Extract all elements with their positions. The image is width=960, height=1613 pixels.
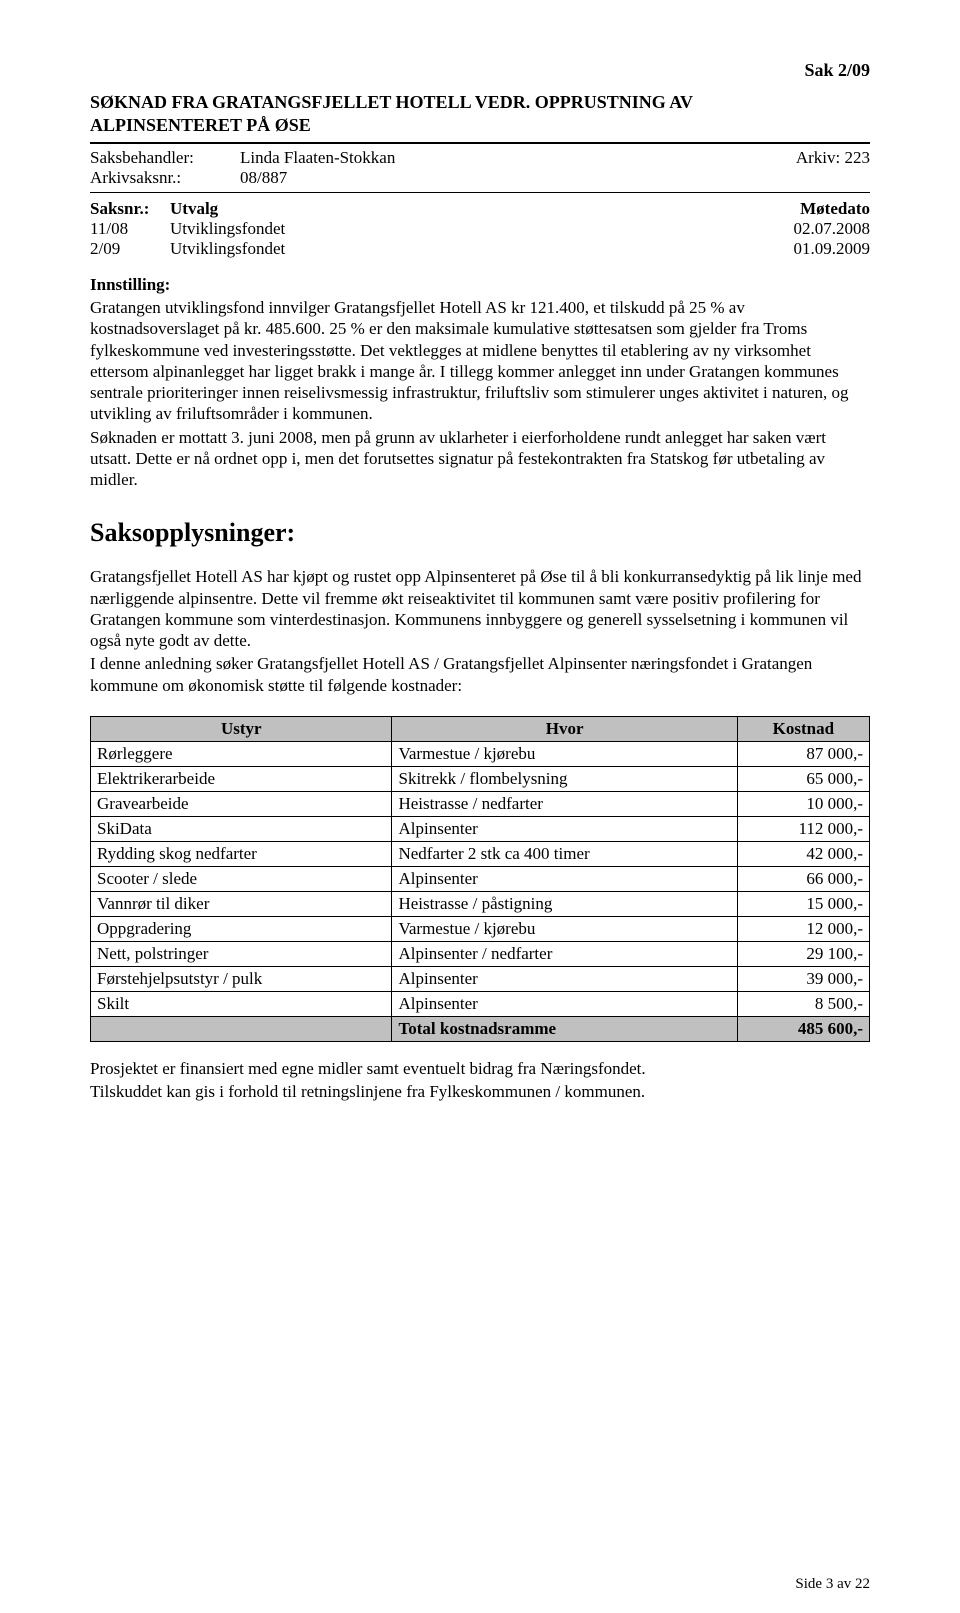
table-row: Oppgradering Varmestue / kjørebu 12 000,…: [91, 916, 870, 941]
cost-cell-where: Heistrasse / nedfarter: [392, 791, 737, 816]
arkivsaksnr-label: Arkivsaksnr.:: [90, 168, 240, 188]
utvalg-cell: Utviklingsfondet: [170, 239, 740, 259]
table-row: Rydding skog nedfarter Nedfarter 2 stk c…: [91, 841, 870, 866]
utvalg-cell: 01.09.2009: [740, 239, 870, 259]
utvalg-header-utvalg: Utvalg: [170, 199, 740, 219]
cost-cell-where: Varmestue / kjørebu: [392, 741, 737, 766]
table-row: Førstehjelpsutstyr / pulk Alpinsenter 39…: [91, 966, 870, 991]
table-row: Nett, polstringer Alpinsenter / nedfarte…: [91, 941, 870, 966]
utvalg-header-saksnr: Saksnr.:: [90, 199, 170, 219]
cost-cell-cost: 42 000,-: [737, 841, 869, 866]
innstilling-label: Innstilling:: [90, 275, 870, 295]
utvalg-block: Saksnr.: Utvalg Møtedato 11/08 Utvikling…: [90, 199, 870, 259]
table-row: Rørleggere Varmestue / kjørebu 87 000,-: [91, 741, 870, 766]
table-row: Scooter / slede Alpinsenter 66 000,-: [91, 866, 870, 891]
utvalg-header-dato: Møtedato: [740, 199, 870, 219]
cost-cell-item: Oppgradering: [91, 916, 392, 941]
cost-cell-item: Elektrikerarbeide: [91, 766, 392, 791]
cost-cell-cost: 8 500,-: [737, 991, 869, 1016]
cost-cell-cost: 65 000,-: [737, 766, 869, 791]
cost-total-empty: [91, 1016, 392, 1041]
meta-row-saksbehandler: Saksbehandler: Linda Flaaten-Stokkan Ark…: [90, 148, 870, 168]
utvalg-cell: Utviklingsfondet: [170, 219, 740, 239]
cost-cell-item: Gravearbeide: [91, 791, 392, 816]
cost-cell-where: Heistrasse / påstigning: [392, 891, 737, 916]
cost-cell-item: Nett, polstringer: [91, 941, 392, 966]
cost-cell-where: Varmestue / kjørebu: [392, 916, 737, 941]
cost-cell-item: Rørleggere: [91, 741, 392, 766]
cost-cell-item: Vannrør til diker: [91, 891, 392, 916]
arkiv-label: Arkiv: 223: [796, 148, 870, 168]
table-row: Vannrør til diker Heistrasse / påstignin…: [91, 891, 870, 916]
page-footer: Side 3 av 22: [795, 1576, 870, 1593]
table-row: SkiData Alpinsenter 112 000,-: [91, 816, 870, 841]
saksopplysninger-heading: Saksopplysninger:: [90, 518, 870, 548]
cost-cell-cost: 66 000,-: [737, 866, 869, 891]
meta-row-arkivsaksnr: Arkivsaksnr.: 08/887: [90, 168, 870, 188]
table-row: Gravearbeide Heistrasse / nedfarter 10 0…: [91, 791, 870, 816]
closing-paragraph: Prosjektet er finansiert med egne midler…: [90, 1058, 870, 1079]
utvalg-cell: 2/09: [90, 239, 170, 259]
closing-body: Prosjektet er finansiert med egne midler…: [90, 1058, 870, 1103]
separator-top: [90, 142, 870, 144]
innstilling-paragraph: Gratangen utviklingsfond innvilger Grata…: [90, 297, 870, 425]
table-row: Elektrikerarbeide Skitrekk / flombelysni…: [91, 766, 870, 791]
cost-header-cost: Kostnad: [737, 716, 869, 741]
cost-table-header-row: Ustyr Hvor Kostnad: [91, 716, 870, 741]
saksopplysninger-paragraph: I denne anledning søker Gratangsfjellet …: [90, 653, 870, 696]
cost-total-label: Total kostnadsramme: [392, 1016, 737, 1041]
innstilling-paragraph: Søknaden er mottatt 3. juni 2008, men på…: [90, 427, 870, 491]
cost-total-row: Total kostnadsramme 485 600,-: [91, 1016, 870, 1041]
cost-cell-cost: 87 000,-: [737, 741, 869, 766]
utvalg-row: 2/09 Utviklingsfondet 01.09.2009: [90, 239, 870, 259]
cost-cell-cost: 29 100,-: [737, 941, 869, 966]
innstilling-body: Gratangen utviklingsfond innvilger Grata…: [90, 297, 870, 490]
cost-cell-cost: 10 000,-: [737, 791, 869, 816]
cost-cell-where: Alpinsenter: [392, 866, 737, 891]
cost-cell-where: Alpinsenter / nedfarter: [392, 941, 737, 966]
cost-cell-cost: 112 000,-: [737, 816, 869, 841]
arkivsaksnr-value: 08/887: [240, 168, 287, 188]
cost-header-item: Ustyr: [91, 716, 392, 741]
cost-cell-cost: 12 000,-: [737, 916, 869, 941]
cost-cell-item: Scooter / slede: [91, 866, 392, 891]
cost-cell-item: Førstehjelpsutstyr / pulk: [91, 966, 392, 991]
cost-cell-cost: 39 000,-: [737, 966, 869, 991]
cost-header-where: Hvor: [392, 716, 737, 741]
saksbehandler-value: Linda Flaaten-Stokkan: [240, 148, 395, 168]
cost-cell-cost: 15 000,-: [737, 891, 869, 916]
cost-cell-where: Alpinsenter: [392, 966, 737, 991]
cost-cell-item: Skilt: [91, 991, 392, 1016]
cost-cell-where: Nedfarter 2 stk ca 400 timer: [392, 841, 737, 866]
cost-table-body: Rørleggere Varmestue / kjørebu 87 000,- …: [91, 741, 870, 1041]
cost-cell-item: SkiData: [91, 816, 392, 841]
cost-cell-where: Skitrekk / flombelysning: [392, 766, 737, 791]
cost-total-value: 485 600,-: [737, 1016, 869, 1041]
utvalg-row: 11/08 Utviklingsfondet 02.07.2008: [90, 219, 870, 239]
page-title: SØKNAD FRA GRATANGSFJELLET HOTELL VEDR. …: [90, 91, 790, 136]
separator-mid: [90, 192, 870, 193]
utvalg-cell: 11/08: [90, 219, 170, 239]
cost-cell-where: Alpinsenter: [392, 816, 737, 841]
utvalg-header-row: Saksnr.: Utvalg Møtedato: [90, 199, 870, 219]
case-ref-top: Sak 2/09: [90, 60, 870, 81]
page: Sak 2/09 SØKNAD FRA GRATANGSFJELLET HOTE…: [0, 0, 960, 1613]
cost-cell-item: Rydding skog nedfarter: [91, 841, 392, 866]
table-row: Skilt Alpinsenter 8 500,-: [91, 991, 870, 1016]
saksopplysninger-body: Gratangsfjellet Hotell AS har kjøpt og r…: [90, 566, 870, 696]
utvalg-cell: 02.07.2008: [740, 219, 870, 239]
cost-cell-where: Alpinsenter: [392, 991, 737, 1016]
closing-paragraph: Tilskuddet kan gis i forhold til retning…: [90, 1081, 870, 1102]
saksbehandler-label: Saksbehandler:: [90, 148, 240, 168]
saksopplysninger-paragraph: Gratangsfjellet Hotell AS har kjøpt og r…: [90, 566, 870, 651]
cost-table: Ustyr Hvor Kostnad Rørleggere Varmestue …: [90, 716, 870, 1042]
